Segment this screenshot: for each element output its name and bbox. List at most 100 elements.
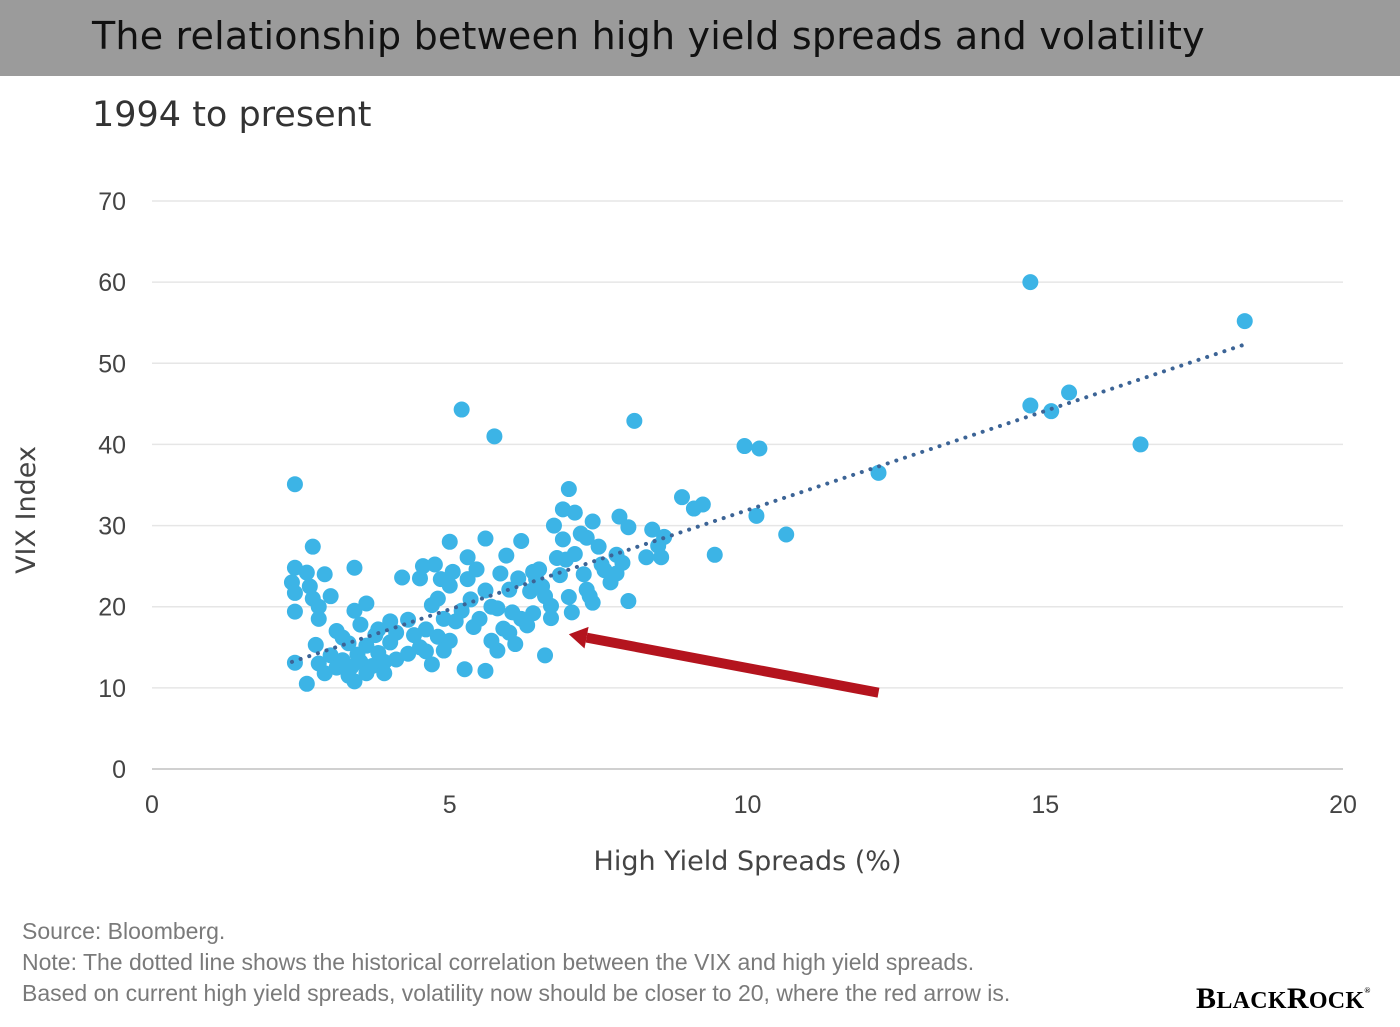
data-point <box>575 566 592 583</box>
data-point <box>653 549 670 566</box>
scatter-chart: 0 10 20 30 40 50 60 70 0 5 10 15 20 High Yield Spre… <box>11 188 1357 877</box>
y-axis-label: VIX Index <box>11 446 42 574</box>
data-point <box>322 588 339 605</box>
data-point <box>346 559 363 576</box>
data-point <box>468 561 485 578</box>
data-point <box>388 624 405 641</box>
data-point <box>507 636 524 653</box>
source-note: Source: Bloomberg. <box>22 918 226 944</box>
data-point <box>563 604 580 621</box>
data-point <box>611 508 628 525</box>
data-point <box>1022 274 1039 291</box>
y-tick-label: 10 <box>98 675 126 703</box>
data-point <box>435 610 452 627</box>
data-point <box>554 531 571 548</box>
data-point <box>566 504 583 521</box>
x-tick-label: 20 <box>1329 791 1357 819</box>
data-point <box>590 538 607 555</box>
data-point <box>477 662 494 679</box>
y-tick-label: 20 <box>98 594 126 622</box>
data-point <box>638 549 655 566</box>
data-point <box>316 566 333 583</box>
data-point <box>751 440 768 457</box>
data-point <box>531 561 548 578</box>
data-point <box>426 556 443 573</box>
y-axis-ticks: 0 10 20 30 40 50 60 70 <box>98 188 126 784</box>
y-tick-label: 50 <box>98 350 126 378</box>
y-tick-label: 30 <box>98 513 126 541</box>
data-point <box>542 597 559 614</box>
data-point <box>453 401 470 418</box>
data-point <box>388 651 405 668</box>
data-point <box>304 538 321 555</box>
data-point <box>346 673 363 690</box>
y-tick-label: 40 <box>98 431 126 459</box>
data-point <box>510 570 527 587</box>
data-point <box>406 627 423 644</box>
data-point <box>441 533 458 550</box>
data-point <box>673 489 690 506</box>
data-point <box>352 616 369 633</box>
chart-title: The relationship between high yield spre… <box>92 14 1205 58</box>
data-point <box>441 577 458 594</box>
data-point <box>486 428 503 445</box>
data-point <box>620 519 637 536</box>
footer-notes: Source: Bloomberg. Note: The dotted line… <box>22 916 1010 1009</box>
data-point <box>456 661 473 678</box>
data-point <box>414 558 431 575</box>
data-point <box>614 554 631 571</box>
data-point <box>286 476 303 493</box>
data-point <box>584 594 601 611</box>
arrow-head <box>568 626 589 649</box>
data-point <box>706 546 723 563</box>
data-point <box>346 602 363 619</box>
data-point <box>462 591 479 608</box>
y-tick-label: 60 <box>98 269 126 297</box>
x-tick-label: 15 <box>1031 791 1059 819</box>
data-points <box>283 274 1253 692</box>
data-point <box>489 642 506 659</box>
data-point <box>417 643 434 660</box>
data-point <box>694 496 711 513</box>
note-line-2: Based on current high yield spreads, vol… <box>22 980 1011 1006</box>
data-point <box>417 621 434 638</box>
data-point <box>376 665 393 682</box>
data-point <box>578 529 595 546</box>
red-arrow-annotation <box>568 626 880 698</box>
x-axis-ticks: 0 5 10 15 20 <box>145 791 1357 819</box>
data-point <box>286 584 303 601</box>
data-point <box>513 532 530 549</box>
data-point <box>560 481 577 498</box>
data-point <box>358 637 375 654</box>
data-point <box>376 653 393 670</box>
data-point <box>429 590 446 607</box>
data-point <box>537 647 554 664</box>
data-point <box>400 645 417 662</box>
data-point <box>736 438 753 455</box>
data-point <box>310 598 327 615</box>
data-point <box>477 530 494 547</box>
data-point <box>498 547 515 564</box>
x-tick-label: 10 <box>734 791 762 819</box>
blackrock-logo: BLACKROCK® <box>1196 982 1371 1015</box>
data-point <box>340 635 357 652</box>
data-point <box>358 595 375 612</box>
data-point <box>566 545 583 562</box>
data-point <box>525 605 542 622</box>
data-point <box>620 593 637 610</box>
arrow-shaft <box>585 632 880 698</box>
data-point <box>489 600 506 617</box>
data-point <box>411 570 428 587</box>
data-point <box>298 564 315 581</box>
data-point <box>394 569 411 586</box>
data-point <box>286 603 303 620</box>
data-point <box>423 656 440 673</box>
data-point <box>1043 403 1060 420</box>
x-axis-label: High Yield Spreads (%) <box>594 846 902 877</box>
data-point <box>492 565 509 582</box>
y-tick-label: 70 <box>98 188 126 216</box>
note-line-1: Note: The dotted line shows the historic… <box>22 949 975 975</box>
chart-subtitle: 1994 to present <box>92 95 372 135</box>
data-point <box>307 636 324 653</box>
data-point <box>298 675 315 692</box>
